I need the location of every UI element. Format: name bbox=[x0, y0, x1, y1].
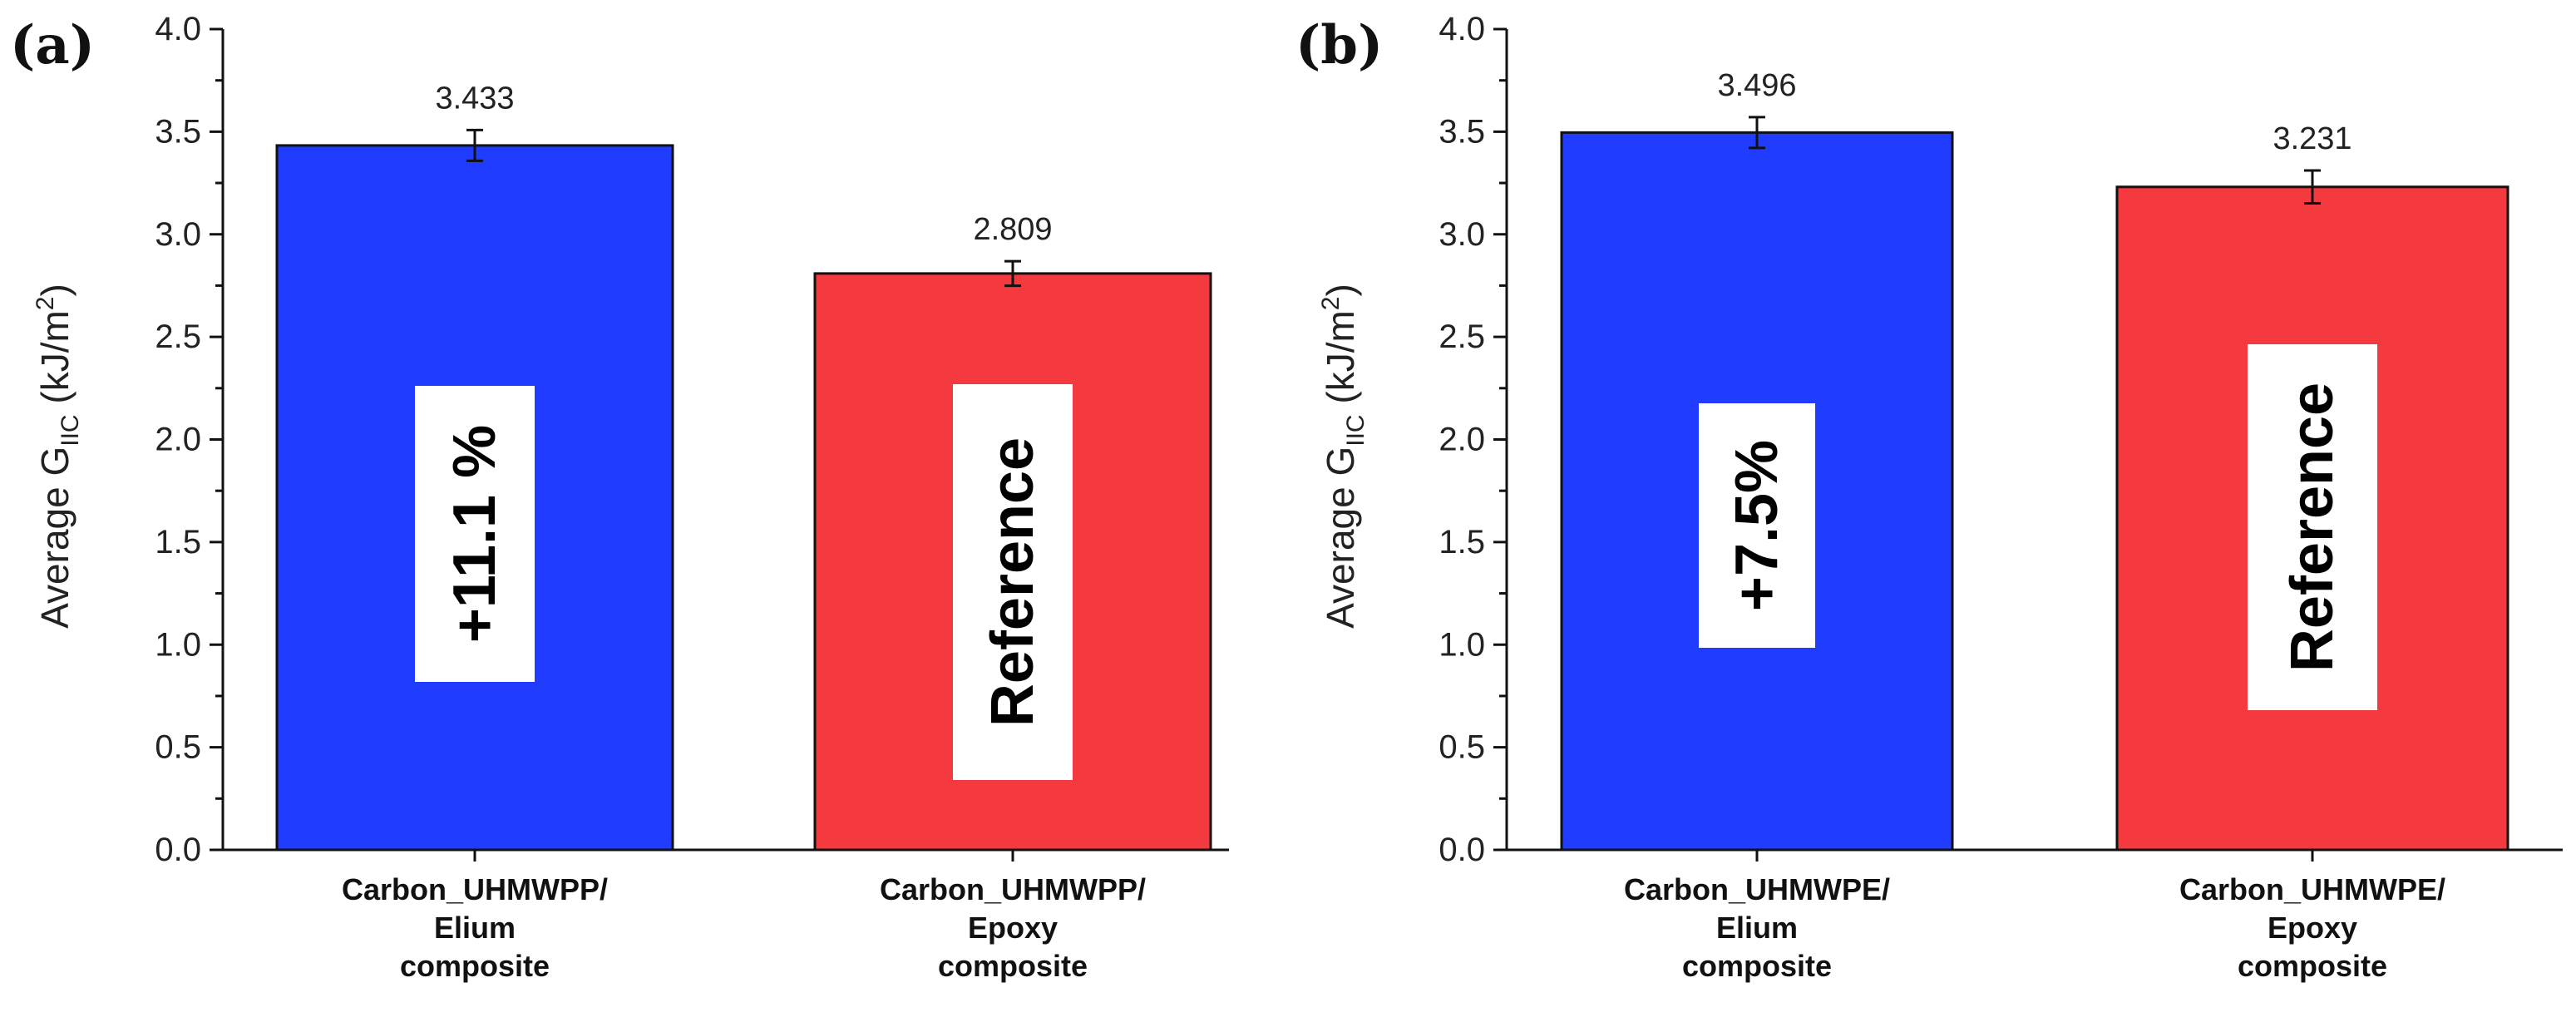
y-tick-label: 4.0 bbox=[155, 11, 201, 47]
category-label: Carbon_UHMWPE/Epoxy composite bbox=[2179, 872, 2445, 983]
y-axis-label-superscript: 2 bbox=[1317, 297, 1345, 311]
category-label-line: composite bbox=[1682, 949, 1832, 983]
y-axis-label-subscript: IIC bbox=[1342, 414, 1369, 446]
y-tick-label: 1.0 bbox=[1439, 626, 1485, 663]
value-label: 2.809 bbox=[973, 212, 1052, 247]
y-tick-label: 0.0 bbox=[155, 832, 201, 868]
y-tick-label: 1.5 bbox=[155, 524, 201, 560]
annotation-box bbox=[2248, 344, 2377, 710]
category-label-line: composite bbox=[2238, 949, 2387, 983]
y-tick-label: 3.5 bbox=[1439, 113, 1485, 150]
y-tick-label: 3.5 bbox=[155, 113, 201, 150]
y-tick-label: 3.0 bbox=[155, 216, 201, 253]
y-tick-label: 2.0 bbox=[1439, 422, 1485, 458]
annotation-box bbox=[415, 386, 535, 682]
chart-panel-a: (a) 3.433 +11.1 % Carbon_UHMWPP/Elium compos… bbox=[10, 11, 1229, 983]
error-bar bbox=[466, 128, 483, 162]
y-axis-label-unit: (kJ/m bbox=[33, 310, 76, 414]
value-label: 3.231 bbox=[2273, 121, 2351, 156]
annotation-text: Reference bbox=[2279, 383, 2346, 672]
y-tick-label: 3.0 bbox=[1439, 216, 1485, 253]
y-tick-label: 4.0 bbox=[1439, 11, 1485, 47]
annotation-text: +11.1 % bbox=[442, 425, 508, 643]
y-axis-label-superscript: 2 bbox=[32, 297, 59, 311]
y-axis-label-main: Average G bbox=[1319, 447, 1362, 629]
category-label: Carbon_UHMWPE/Elium composite bbox=[1624, 872, 1890, 983]
panel-label: (b) bbox=[1295, 14, 1383, 77]
y-tick-label: 1.5 bbox=[1439, 524, 1485, 560]
category-label-line: Elium bbox=[1716, 911, 1798, 945]
value-label: 3.433 bbox=[435, 81, 514, 116]
y-tick-label: 0.5 bbox=[155, 729, 201, 766]
y-tick-label: 1.0 bbox=[155, 626, 201, 663]
category-label-line: Carbon_UHMWPP/ bbox=[880, 872, 1146, 906]
category-label-line: Epoxy bbox=[2268, 911, 2357, 945]
y-axis-label-close: ) bbox=[1319, 284, 1362, 296]
annotation-text: +7.5% bbox=[1724, 440, 1790, 611]
chart-panel-b: (b) 3.496 +7.5% Carbon_UHMWPE/Elium composit… bbox=[1295, 11, 2563, 983]
category-label: Carbon_UHMWPP/Elium composite bbox=[342, 872, 608, 983]
y-axis-label-unit: (kJ/m bbox=[1319, 310, 1362, 414]
y-tick-label: 0.0 bbox=[1439, 832, 1485, 868]
category-label-line: composite bbox=[938, 949, 1088, 983]
error-bar bbox=[1004, 259, 1021, 288]
annotation-box bbox=[1699, 403, 1815, 648]
value-label: 3.496 bbox=[1717, 68, 1796, 103]
y-tick-label: 2.5 bbox=[1439, 318, 1485, 355]
y-axis-label-main: Average G bbox=[33, 447, 76, 629]
y-axis-label: Average GIIC (kJ/m2) bbox=[32, 284, 84, 629]
category-label-line: composite bbox=[400, 949, 550, 983]
y-tick-label: 2.5 bbox=[155, 318, 201, 355]
error-bar bbox=[2304, 169, 2321, 205]
y-tick-label: 0.5 bbox=[1439, 729, 1485, 766]
category-label-line: Elium bbox=[434, 911, 516, 945]
y-axis-label-subscript: IIC bbox=[57, 414, 84, 446]
annotation-box bbox=[953, 384, 1073, 780]
annotation-text: Reference bbox=[980, 437, 1046, 727]
category-label-line: Carbon_UHMWPP/ bbox=[342, 872, 608, 906]
category-label-line: Epoxy bbox=[968, 911, 1058, 945]
category-label-line: Carbon_UHMWPE/ bbox=[2179, 872, 2445, 906]
y-tick-label: 2.0 bbox=[155, 422, 201, 458]
category-label-line: Carbon_UHMWPE/ bbox=[1624, 872, 1890, 906]
panel-label: (a) bbox=[10, 14, 95, 77]
error-bar bbox=[1749, 116, 1765, 150]
y-axis-label: Average GIIC (kJ/m2) bbox=[1317, 284, 1369, 629]
category-label: Carbon_UHMWPP/Epoxy composite bbox=[880, 872, 1146, 983]
y-axis-label-close: ) bbox=[33, 284, 76, 296]
